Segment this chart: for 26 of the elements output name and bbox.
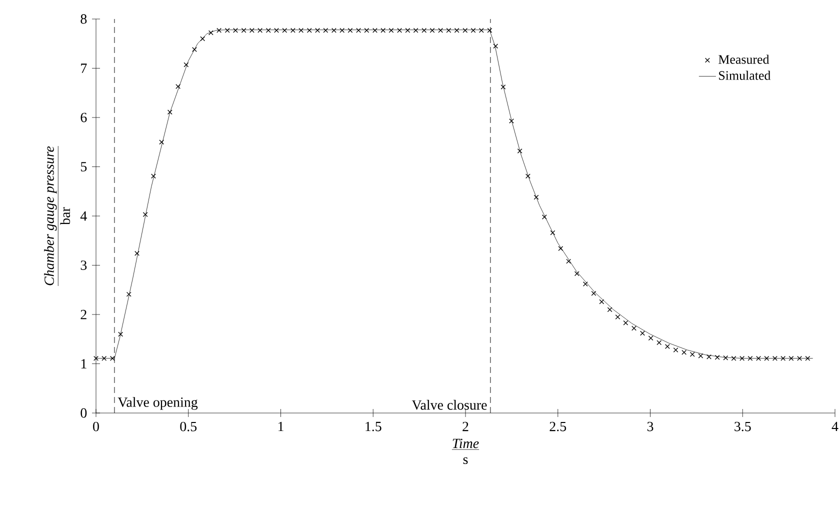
y-tick-label: 2 — [80, 310, 86, 320]
y-tick-label: 0 — [80, 408, 87, 418]
x-tick-label: 2 — [462, 422, 468, 432]
x-tick-label: 0.5 — [180, 422, 197, 432]
x-tick-label: 3 — [647, 422, 654, 432]
y-tick-label: 6 — [80, 112, 87, 122]
y-axis-title: Chamber gauge pressure — [44, 146, 57, 286]
legend-label: Simulated — [719, 70, 771, 80]
x-tick-label: 0 — [93, 422, 99, 432]
y-tick-label: 1 — [81, 359, 86, 368]
x-tick-label: 4 — [832, 422, 838, 432]
ref-line-label: Valve opening — [118, 397, 198, 410]
y-tick-label: 5 — [80, 162, 87, 172]
text: s — [463, 457, 468, 464]
x-tick-label: 1.5 — [366, 422, 382, 432]
text: bar — [60, 207, 70, 225]
ref-line-label: Valve closure — [412, 400, 487, 410]
x-tick-label: 2.5 — [550, 422, 566, 432]
y-tick-label: 3 — [80, 260, 87, 270]
y-tick-label: 4 — [80, 211, 87, 221]
legend-label: Measured — [718, 54, 770, 64]
y-tick-label: 8 — [80, 14, 87, 24]
y-tick-label: 7 — [81, 64, 87, 73]
x-tick-label: 1 — [278, 422, 284, 432]
x-tick-label: 3.5 — [734, 422, 751, 432]
x-axis-title: Time — [452, 438, 479, 448]
